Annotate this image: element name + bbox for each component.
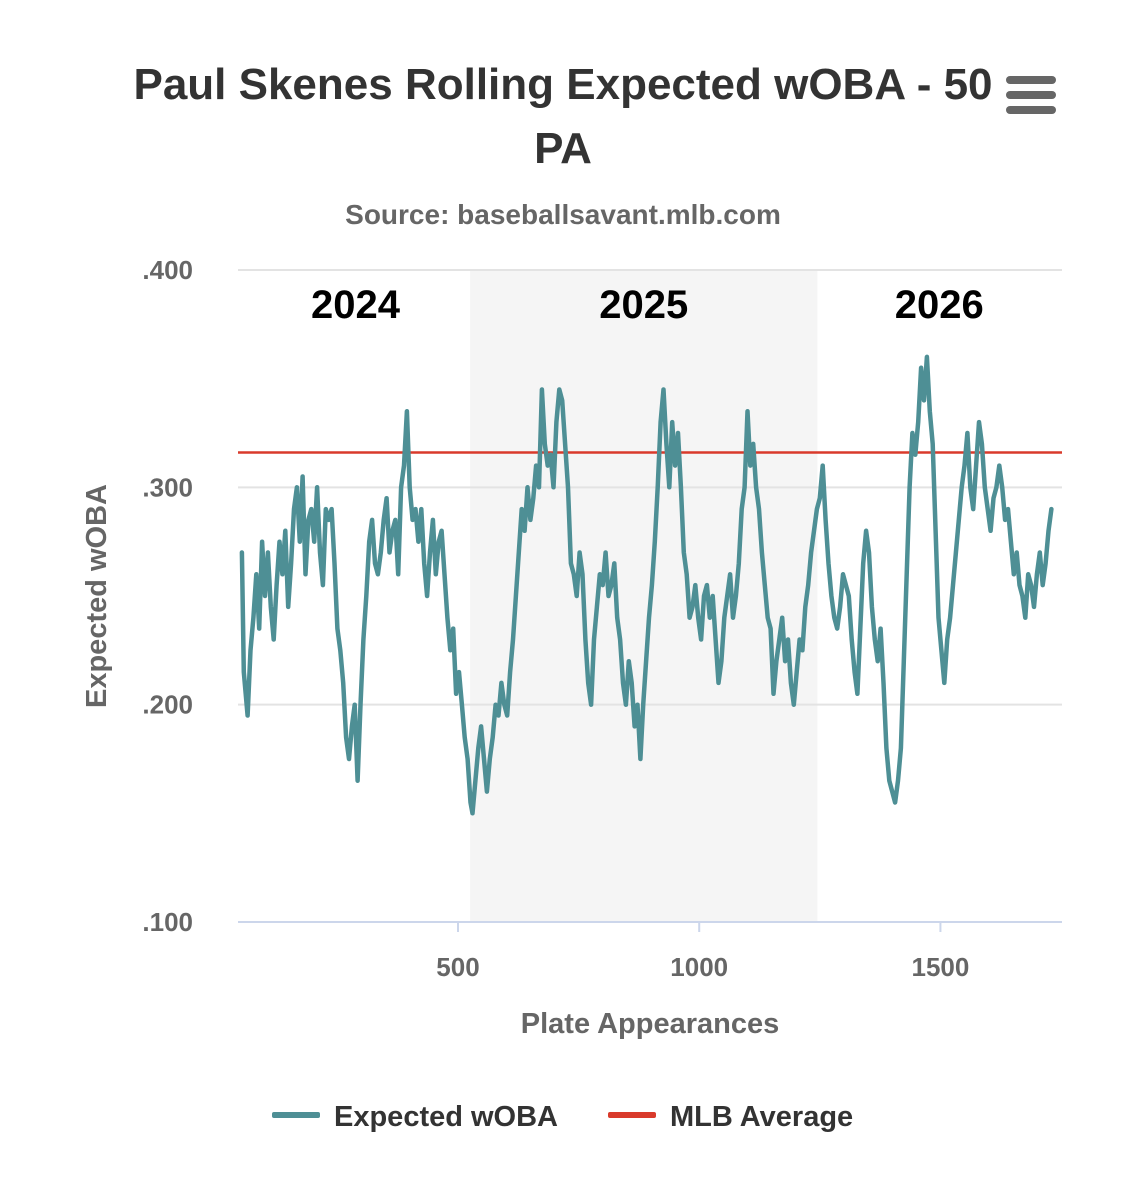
y-axis-title: Expected wOBA xyxy=(81,484,113,708)
legend-item-mlb-average[interactable]: MLB Average xyxy=(608,1101,853,1133)
series-layer xyxy=(239,354,1054,816)
chart-title-line2: PA xyxy=(534,124,592,173)
x-axis-title: Plate Appearances xyxy=(521,1008,779,1040)
legend-label-mlb-average: MLB Average xyxy=(670,1101,853,1133)
legend-item-expected-woba[interactable]: Expected wOBA xyxy=(272,1101,558,1133)
series-line-expected-woba xyxy=(239,354,1054,816)
y-tick-label-400: .400 xyxy=(142,255,193,285)
y-tick-label-200: .200 xyxy=(142,690,193,720)
y-tick-label-100: .100 xyxy=(142,907,193,937)
hamburger-menu-icon xyxy=(1006,76,1056,114)
season-label-2024: 2024 xyxy=(311,283,401,327)
legend-swatch-mlb-average xyxy=(608,1112,656,1118)
season-label-2025: 2025 xyxy=(599,283,688,327)
chart-subtitle: Source: baseballsavant.mlb.com xyxy=(345,199,781,230)
y-tick-label-300: .300 xyxy=(142,472,193,502)
chart-title-line1: Paul Skenes Rolling Expected wOBA - 50 xyxy=(133,60,992,109)
x-tick-label-1500: 1500 xyxy=(912,952,970,982)
season-band-2025 xyxy=(470,270,818,922)
hamburger-menu-button[interactable] xyxy=(1000,70,1062,120)
season-label-2026: 2026 xyxy=(895,283,984,327)
x-tick-label-500: 500 xyxy=(436,952,479,982)
y-axis-ticks: .100 .200 .300 .400 xyxy=(142,255,193,937)
season-labels: 2024 2025 2026 xyxy=(311,283,984,327)
grid-lines xyxy=(238,269,1062,932)
legend-swatch-expected-woba xyxy=(272,1112,320,1118)
legend-label-expected-woba: Expected wOBA xyxy=(334,1101,558,1133)
season-bands xyxy=(470,270,818,922)
x-axis-ticks: 500 1000 1500 xyxy=(436,952,969,982)
x-tick-label-1000: 1000 xyxy=(670,952,728,982)
